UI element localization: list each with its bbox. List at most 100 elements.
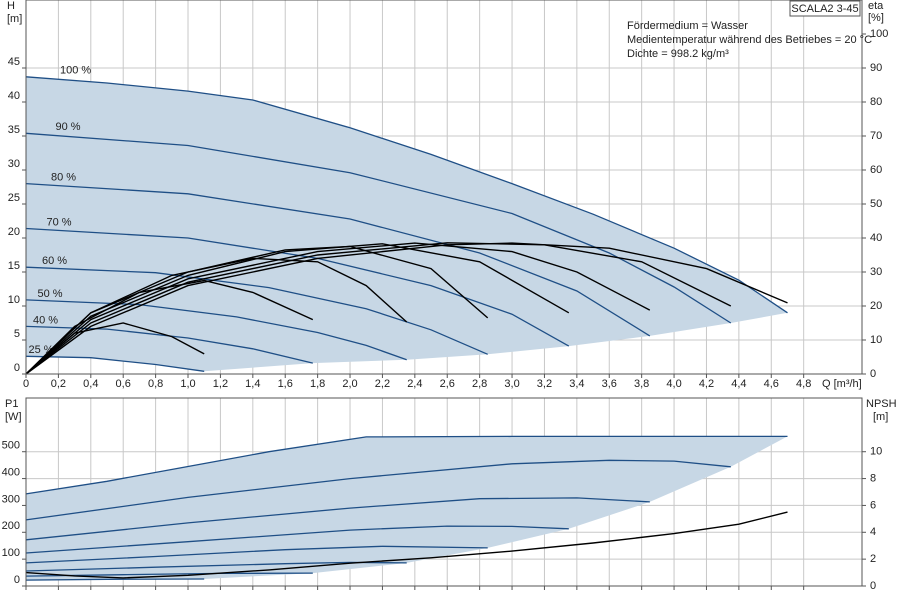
curve — [25, 525, 569, 554]
y2-tick-label: 70 — [870, 130, 882, 142]
y2-tick-label: 4 — [870, 526, 876, 538]
curve — [25, 497, 650, 541]
y2-tick-label: 40 — [870, 232, 882, 244]
x-tick-label: 1,2 — [213, 378, 228, 390]
curve-label: 70 % — [47, 216, 72, 228]
secondary-curve — [25, 511, 788, 579]
y2-tick-label: 10 — [870, 334, 882, 346]
secondary-curve — [25, 279, 314, 375]
annotation: Fördermedium = Wasser — [627, 20, 748, 32]
y2-tick-label: 0 — [870, 580, 876, 592]
curve-label: 90 % — [56, 121, 81, 133]
y2-tick-label: 10 — [870, 446, 882, 458]
y-tick-label: 500 — [2, 440, 20, 452]
y-tick-label: 0 — [14, 362, 20, 374]
curve — [25, 182, 651, 337]
y-tick-label: 30 — [8, 158, 20, 170]
y-axis-label: H — [7, 0, 15, 12]
x-tick-label: 0 — [23, 378, 29, 390]
y-axis-unit: [m] — [7, 13, 22, 25]
y2-tick-label: 50 — [870, 198, 882, 210]
curve-label: 60 % — [42, 255, 67, 267]
x-tick-label: 4,8 — [796, 378, 811, 390]
y-tick-label: 45 — [8, 56, 20, 68]
y-tick-label: 300 — [2, 493, 20, 505]
y2-axis-label: NPSH — [866, 398, 897, 410]
curve-label: 50 % — [38, 288, 63, 300]
x-tick-label: 2,2 — [375, 378, 390, 390]
curve — [25, 545, 488, 564]
y2-tick-label: 6 — [870, 499, 876, 511]
x-tick-label: 2,8 — [472, 378, 487, 390]
curve — [25, 132, 732, 324]
x-tick-label: 2,0 — [342, 378, 357, 390]
plot-frame — [25, 397, 863, 587]
chart-title: SCALA2 3-45 — [791, 3, 858, 15]
y-tick-label: 35 — [8, 124, 20, 136]
curve-label: 40 % — [33, 314, 58, 326]
x-tick-label: 0,2 — [51, 378, 66, 390]
y2-tick-label: 100 — [870, 28, 888, 40]
x-tick-label: 0,6 — [116, 378, 131, 390]
annotation: Medientemperatur während des Betriebes =… — [627, 34, 872, 46]
curve — [25, 227, 570, 347]
y2-tick-label: 2 — [870, 553, 876, 565]
y-tick-label: 0 — [14, 574, 20, 586]
curve-label: 100 % — [60, 65, 91, 77]
y-axis-unit: [W] — [5, 411, 22, 423]
y2-axis-unit: [m] — [873, 411, 888, 423]
x-tick-label: 3,6 — [602, 378, 617, 390]
secondary-curve — [25, 257, 408, 375]
y2-axis-unit: [%] — [868, 12, 884, 24]
y2-tick-label: 8 — [870, 472, 876, 484]
x-tick-label: 3,2 — [537, 378, 552, 390]
y-tick-label: 5 — [14, 328, 20, 340]
y-axis-label: P1 — [5, 398, 18, 410]
title-box — [789, 0, 861, 17]
plot-frame — [25, 0, 863, 375]
y2-tick-label: 30 — [870, 266, 882, 278]
y-tick-label: 20 — [8, 226, 20, 238]
y2-tick-label: 90 — [870, 62, 882, 74]
x-tick-label: 4,0 — [666, 378, 681, 390]
y2-tick-label: 0 — [870, 368, 876, 380]
y-tick-label: 10 — [8, 294, 20, 306]
x-axis-label: Q [m³/h] — [822, 378, 862, 390]
x-tick-label: 1,8 — [310, 378, 325, 390]
curve — [25, 435, 788, 495]
y2-tick-label: 60 — [870, 164, 882, 176]
operating-range — [26, 436, 788, 581]
x-tick-label: 0,4 — [83, 378, 98, 390]
y-tick-label: 200 — [2, 520, 20, 532]
curve — [25, 76, 788, 314]
x-tick-label: 4,4 — [731, 378, 746, 390]
secondary-curve — [25, 242, 732, 375]
secondary-curve — [25, 242, 651, 375]
y-tick-label: 15 — [8, 260, 20, 272]
x-tick-label: 4,2 — [699, 378, 714, 390]
y-tick-label: 400 — [2, 466, 20, 478]
x-tick-label: 1,0 — [180, 378, 195, 390]
secondary-curve — [25, 243, 570, 375]
x-tick-label: 0,8 — [148, 378, 163, 390]
annotation: Dichte = 998.2 kg/m³ — [627, 48, 729, 60]
x-tick-label: 3,0 — [504, 378, 519, 390]
y2-tick-label: 80 — [870, 96, 882, 108]
x-tick-label: 3,4 — [569, 378, 584, 390]
y-tick-label: 25 — [8, 192, 20, 204]
y-tick-label: 100 — [2, 547, 20, 559]
curve — [25, 355, 205, 372]
x-tick-label: 3,8 — [634, 378, 649, 390]
x-tick-label: 4,6 — [764, 378, 779, 390]
x-tick-label: 1,4 — [245, 378, 260, 390]
secondary-curve — [25, 322, 205, 375]
y-tick-label: 40 — [8, 90, 20, 102]
y2-tick-label: 20 — [870, 300, 882, 312]
curve — [25, 459, 731, 521]
curve-label: 80 % — [51, 172, 76, 184]
x-tick-label: 2,4 — [407, 378, 422, 390]
x-tick-label: 2,6 — [440, 378, 455, 390]
x-tick-label: 1,6 — [278, 378, 293, 390]
curve — [25, 266, 488, 355]
